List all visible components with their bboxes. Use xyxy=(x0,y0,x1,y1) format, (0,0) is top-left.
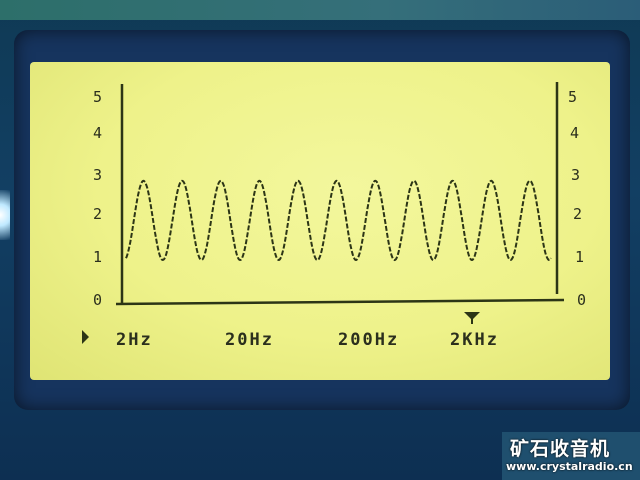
y-tick-label: 0 xyxy=(577,291,586,309)
backlight-led xyxy=(0,190,10,240)
y-tick-label: 2 xyxy=(93,205,102,223)
watermark-url: www.crystalradio.cn xyxy=(506,460,633,473)
y-tick-label: 4 xyxy=(570,124,579,142)
x-tick-label: 20Hz xyxy=(225,330,274,350)
x-tick-label: 200Hz xyxy=(338,330,399,350)
y-tick-label: 1 xyxy=(93,248,102,266)
y-tick-label: 2 xyxy=(573,205,582,223)
right-y-axis-labels: 5 4 3 2 1 0 xyxy=(568,88,586,309)
waveform-plot: 5 4 3 2 1 0 5 4 3 2 1 0 2Hz 20Hz xyxy=(82,82,586,350)
y-tick-label: 5 xyxy=(568,88,577,106)
watermark: 矿石收音机 www.crystalradio.cn xyxy=(502,432,640,480)
x-tick-label: 2Hz xyxy=(116,330,153,350)
y-tick-label: 0 xyxy=(93,291,102,309)
frequency-marker-icon xyxy=(464,312,480,320)
play-indicator-icon xyxy=(82,330,89,344)
watermark-title: 矿石收音机 xyxy=(510,438,611,460)
waveform-trace xyxy=(125,179,552,262)
left-y-axis-labels: 5 4 3 2 1 0 xyxy=(93,88,102,309)
y-tick-label: 1 xyxy=(575,248,584,266)
x-tick-label: 2KHz xyxy=(450,330,499,350)
y-tick-label: 4 xyxy=(93,124,102,142)
lcd-screen: 5 4 3 2 1 0 5 4 3 2 1 0 2Hz 20Hz xyxy=(30,62,610,380)
device-top-edge xyxy=(0,0,640,20)
y-tick-label: 5 xyxy=(93,88,102,106)
x-axis-labels: 2Hz 20Hz 200Hz 2KHz xyxy=(116,330,499,350)
y-tick-label: 3 xyxy=(571,166,580,184)
baseline-axis-line xyxy=(115,298,565,306)
y-tick-label: 3 xyxy=(93,166,102,184)
